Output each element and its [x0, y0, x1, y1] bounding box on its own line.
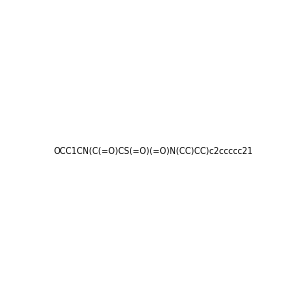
Text: OCC1CN(C(=O)CS(=O)(=O)N(CC)CC)c2ccccc21: OCC1CN(C(=O)CS(=O)(=O)N(CC)CC)c2ccccc21	[54, 147, 254, 156]
